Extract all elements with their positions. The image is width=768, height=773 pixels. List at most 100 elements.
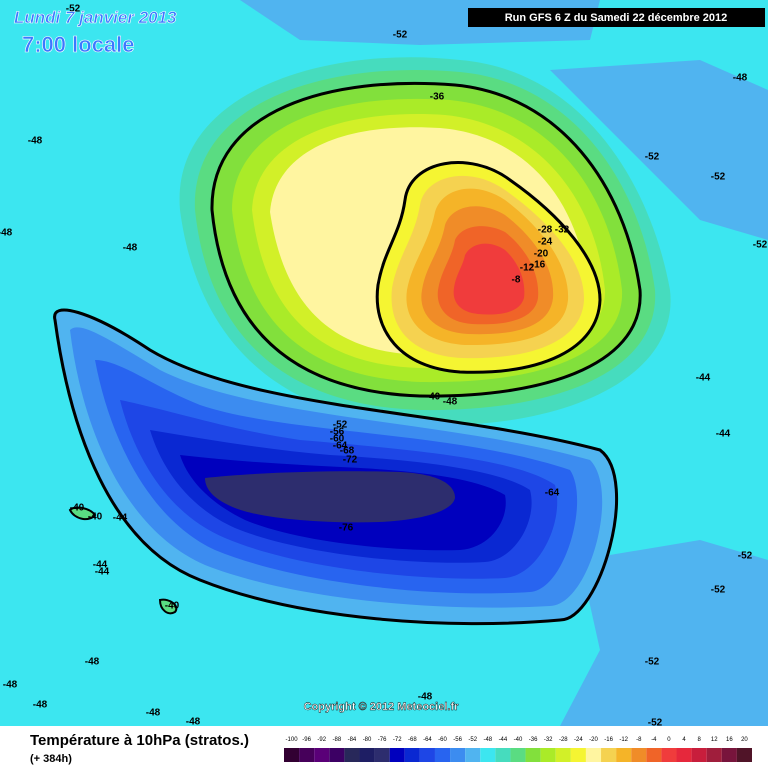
scale-swatch [434,748,451,762]
scale-tick-label: -84 [348,737,357,743]
scale-tick-label: -100 [286,737,299,743]
contour-label: -20 [534,249,549,260]
scale-swatch [299,748,315,762]
scale-tick-label: -92 [317,737,326,743]
scale-tick-label: 4 [682,737,686,743]
contour-label: -56 [330,427,345,438]
contour-label: -48 [146,708,161,719]
contour-label: -44 [93,560,108,571]
contour-label: -52 [753,240,768,251]
scale-swatch [601,748,617,762]
scale-tick-label: -24 [574,737,583,743]
warm-layer [453,243,525,315]
scale-tick-label: -76 [378,737,387,743]
scale-swatch [389,748,405,762]
contour-label: -52 [711,585,726,596]
scale-tick-label: -48 [483,737,492,743]
scale-tick-label: -68 [408,737,417,743]
scale-tick-label: -12 [619,737,628,743]
forecast-date: Lundi 7 janvier 2013 [14,8,177,27]
contour-label: -8 [512,275,521,286]
scale-swatch [374,748,390,762]
scale-tick-label: -80 [363,737,372,743]
scale-swatch [631,748,647,762]
scale-swatch [465,748,481,762]
scale-swatch [555,748,571,762]
scale-swatch [676,748,692,762]
scale-tick-label: -40 [514,737,523,743]
contour-label: -48 [418,692,433,703]
contour-label: -60 [330,434,345,445]
contour-label: -52 [738,551,753,562]
scale-tick-label: -16 [604,737,613,743]
scale-tick-label: 16 [726,737,733,743]
contour-label: -48 [123,243,138,254]
run-box [468,8,765,27]
scale-tick-label: -52 [468,737,477,743]
scale-swatch [616,748,632,762]
scale-swatch [480,748,496,762]
contour-label: -44 [716,429,731,440]
contour-label: -68 [340,446,355,457]
contour-label: -64 [333,441,348,452]
contour-label: -32 [555,225,570,236]
scale-tick-label: -36 [529,737,538,743]
scale-tick-label: -8 [636,737,642,743]
scale-tick-label: 0 [667,737,671,743]
contour-label: -40 [70,503,85,514]
contour-label: -52 [645,152,660,163]
contour-label: -40 [426,392,441,403]
cold-patch [550,60,768,240]
scale-swatch [495,748,511,762]
scale-swatch [721,748,737,762]
contour-label: -48 [0,228,13,239]
scale-swatch [691,748,707,762]
scale-swatch [540,748,556,762]
scale-tick-label: -44 [499,737,508,743]
cold-patch [560,540,768,726]
scale-swatch [314,748,330,762]
contour-label: -44 [95,567,110,578]
contour-label: -64 [545,488,560,499]
contour-label: -48 [3,680,18,691]
scale-tick-label: -28 [559,737,568,743]
contour-label: -52 [645,657,660,668]
contour-label: -76 [339,523,354,534]
scale-swatch [404,748,420,762]
scale-tick-label: -56 [453,737,462,743]
contour-label: -24 [538,237,553,248]
contour-label: -48 [28,136,43,147]
contour-label: -44 [696,373,711,384]
scale-swatch [736,748,752,762]
scale-tick-label: 12 [711,737,718,743]
scale-swatch [329,748,345,762]
scale-swatch [525,748,541,762]
contour-label: -28 [538,225,553,236]
scale-swatch [284,748,300,762]
scale-tick-label: -20 [589,737,598,743]
scale-swatch [706,748,722,762]
contour-label: -52 [393,30,408,41]
scale-swatch [344,748,360,762]
vortex-core [205,471,455,523]
scale-tick-label: -72 [393,737,402,743]
scale-tick-label: 20 [741,737,748,743]
contour-label: -52 [333,420,348,431]
forecast-time: 7:00 locale [22,32,135,57]
scale-tick-label: -96 [302,737,311,743]
forecast-hour: (+ 384h) [30,753,72,765]
scale-swatch [661,748,677,762]
scale-swatch [419,748,435,762]
warm-spot [68,506,97,521]
contour-label: -52 [648,718,663,729]
scale-tick-label: 8 [697,737,701,743]
contour-label: -52 [66,4,81,15]
scale-swatch [510,748,526,762]
warm-spot [158,598,178,615]
scale-tick-label: -4 [651,737,657,743]
legend-title: Température à 10hPa (stratos.) [30,732,249,749]
contour-label: -40 [88,512,103,523]
scale-swatch [646,748,662,762]
